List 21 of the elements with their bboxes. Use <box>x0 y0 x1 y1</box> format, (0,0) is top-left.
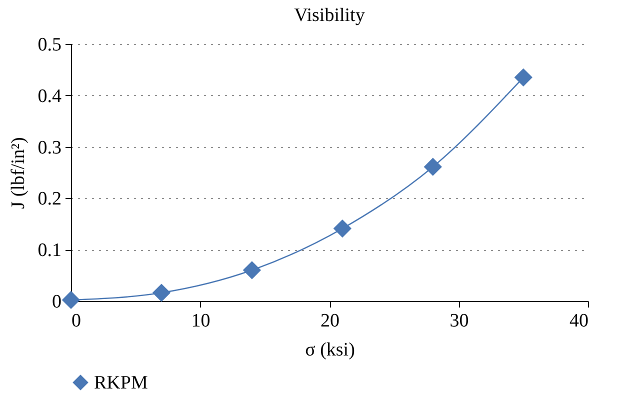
point <box>514 68 532 86</box>
x-tick-label: 0 <box>72 310 81 332</box>
y-tick-label: 0.2 <box>38 188 62 210</box>
point <box>62 290 80 310</box>
x-tick-label: 30 <box>450 310 469 332</box>
legend-label: RKPM <box>94 372 148 394</box>
y-tick-label: 0.3 <box>38 137 62 158</box>
x-tick-label: 20 <box>320 310 340 332</box>
point <box>242 261 262 280</box>
x-tick-label: 40 <box>570 310 588 332</box>
y-tick-label: 0.5 <box>38 34 62 56</box>
y-tick-label: 0 <box>52 292 62 312</box>
y-tick-label: 0.1 <box>38 240 62 262</box>
chart-title: Visibility <box>294 5 366 26</box>
x-axis-title: σ (ksi) <box>305 340 355 360</box>
y-tick-label: 0.4 <box>38 86 62 107</box>
point <box>424 158 442 176</box>
point <box>152 284 171 302</box>
y-axis-title: J (lbf/in²) <box>8 137 29 209</box>
point <box>333 219 352 238</box>
x-tick-label: 10 <box>191 310 210 332</box>
